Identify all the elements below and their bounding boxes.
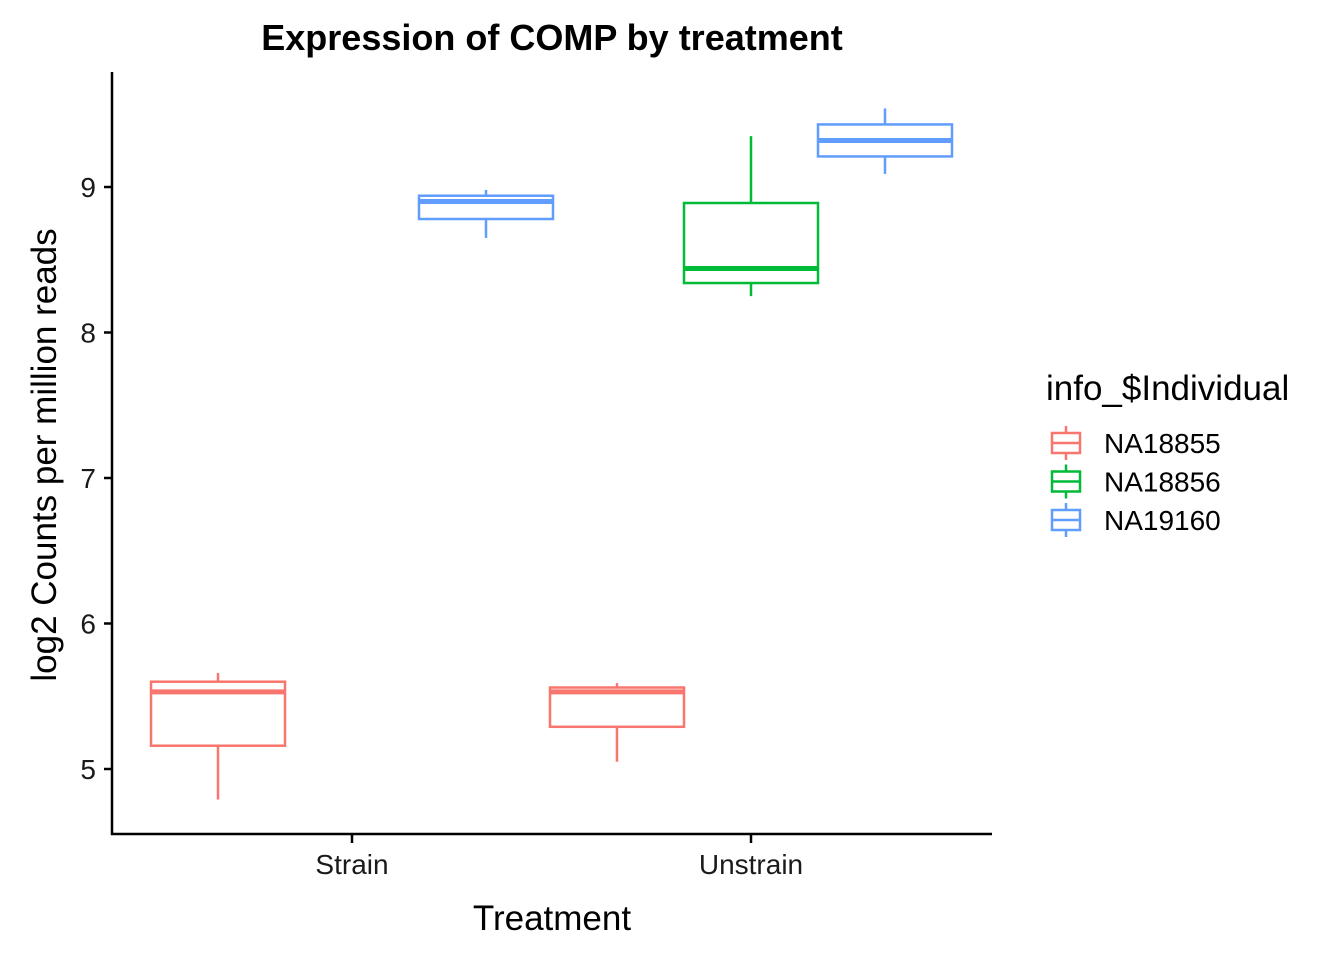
legend-item-NA18855: NA18855: [1050, 426, 1221, 460]
legend-label: NA18856: [1104, 467, 1221, 498]
x-tick-label: Strain: [315, 849, 388, 880]
box-NA18856-Unstrain: [682, 136, 820, 297]
legend: info_$Individual NA18855 NA18856 NA19160: [1046, 369, 1289, 537]
y-tick-label: 5: [80, 754, 96, 785]
x-axis-title: Treatment: [473, 899, 631, 938]
box-body: [682, 201, 820, 285]
y-axis-ticks: 5 6 7 8 9: [80, 172, 112, 785]
legend-label: NA19160: [1104, 505, 1221, 536]
chart-title: Expression of COMP by treatment: [261, 17, 842, 58]
y-tick-label: 6: [80, 609, 96, 640]
plot-area: [149, 108, 954, 800]
box-NA19160-Unstrain: [816, 108, 954, 174]
y-tick-label: 7: [80, 463, 96, 494]
legend-item-NA18856: NA18856: [1050, 464, 1221, 499]
box-NA19160-Strain: [417, 189, 555, 238]
y-axis-title: log2 Counts per million reads: [25, 228, 64, 681]
y-tick-label: 8: [80, 318, 96, 349]
x-tick-label: Unstrain: [699, 849, 803, 880]
box-NA18855-Unstrain: [548, 683, 686, 762]
legend-item-NA19160: NA19160: [1050, 503, 1221, 537]
x-axis-ticks: Strain Unstrain: [315, 834, 803, 880]
y-tick-label: 9: [80, 172, 96, 203]
box-NA18855-Strain: [149, 672, 287, 800]
legend-label: NA18855: [1104, 428, 1221, 459]
legend-title: info_$Individual: [1046, 369, 1289, 408]
